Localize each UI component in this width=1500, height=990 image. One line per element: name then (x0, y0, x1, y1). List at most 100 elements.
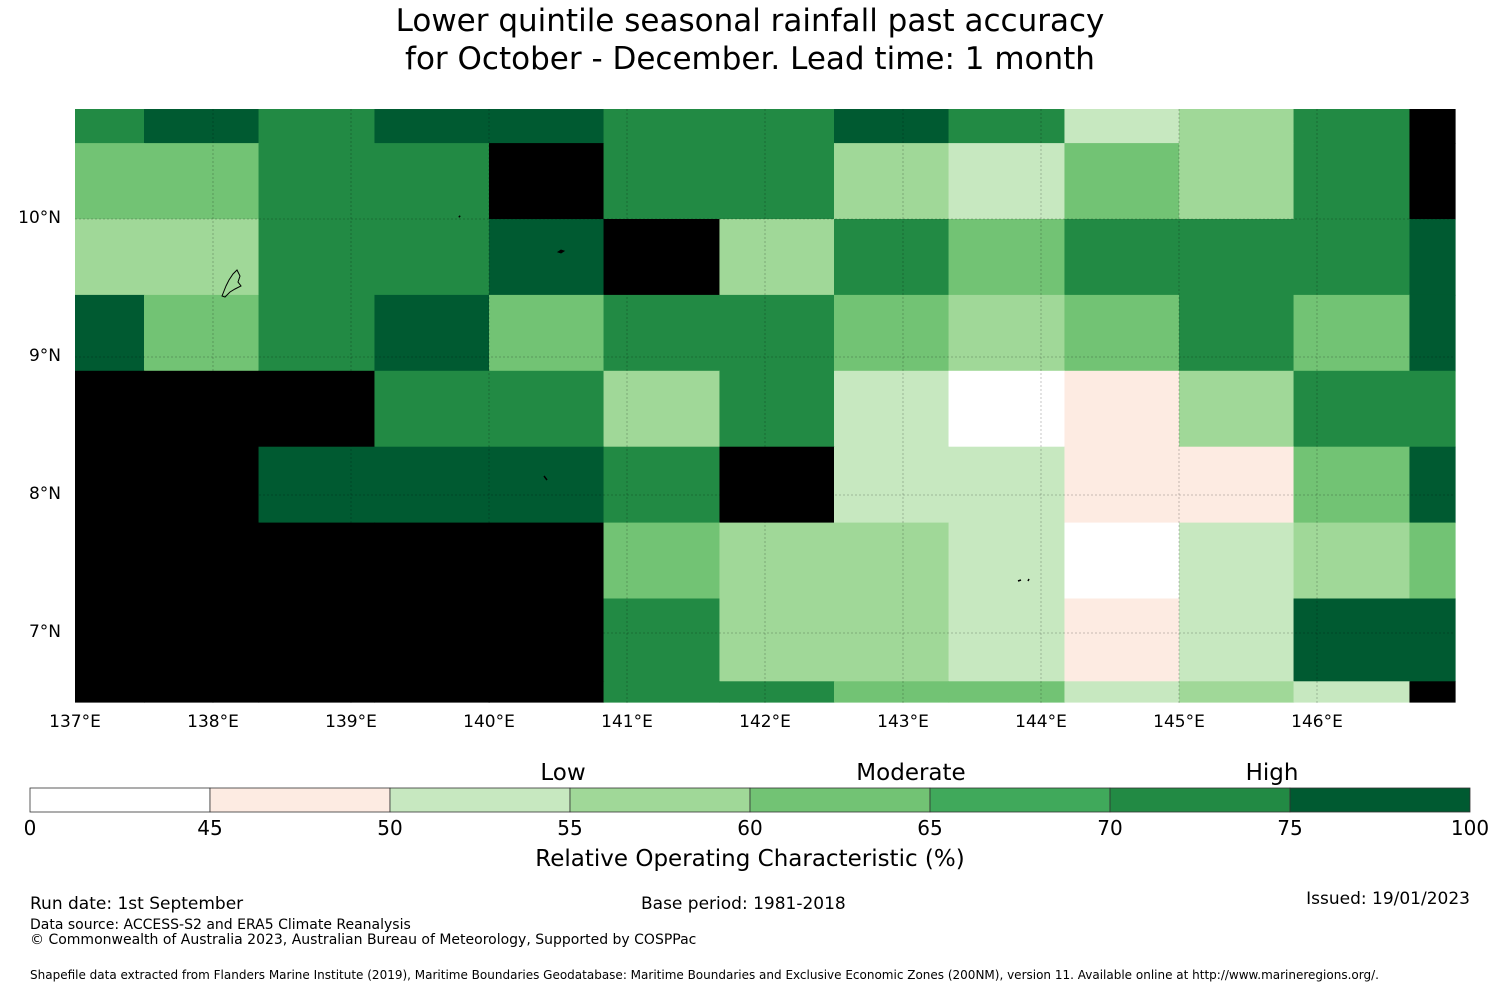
grid-cell (1293, 522, 1411, 600)
lat-label: 10°N (18, 208, 61, 228)
grid-cell (75, 681, 145, 703)
island-ifalik-a (1017, 579, 1022, 582)
grid-cell (1293, 294, 1411, 372)
grid-cell (489, 219, 605, 296)
grid-cell (948, 370, 1066, 448)
grid-cell (144, 522, 260, 600)
grid-cell (1064, 294, 1180, 372)
grid-cell (1409, 446, 1456, 524)
shapefile-credit: Shapefile data extracted from Flanders M… (30, 968, 1379, 982)
grid-cell (1064, 522, 1180, 600)
grid-cell (1293, 370, 1411, 448)
colorbar-tick-label: 45 (197, 816, 223, 840)
grid-cell (603, 446, 721, 524)
grid-cell (834, 681, 950, 703)
grid-cell (719, 370, 835, 448)
grid-cell (948, 219, 1066, 296)
grid-cell (834, 143, 950, 220)
colorbar-segment (389, 787, 571, 813)
lon-label: 138°E (187, 712, 239, 732)
grid-cell (1179, 446, 1295, 524)
lon-label: 141°E (601, 712, 653, 732)
lon-label: 137°E (49, 712, 101, 732)
grid-cell (75, 109, 145, 144)
grid-cell (1179, 219, 1295, 296)
category-low: Low (540, 760, 586, 786)
grid-cell (374, 143, 490, 220)
grid-cell (258, 681, 376, 703)
grid-cell (258, 143, 376, 220)
grid-cell (1293, 598, 1411, 682)
grid-cell (834, 522, 950, 600)
grid-cell (719, 143, 835, 220)
grid-cell (1179, 522, 1295, 600)
grid-cell (834, 446, 950, 524)
grid-cell (1409, 143, 1456, 220)
island-woleai (543, 475, 548, 481)
grid-cell (1293, 446, 1411, 524)
colorbar (29, 787, 1471, 813)
grid-cell (374, 522, 490, 600)
grid-cell (1064, 370, 1180, 448)
grid-cell (1409, 109, 1456, 144)
grid-cell (834, 598, 950, 682)
grid-cell (1293, 219, 1411, 296)
grid-cell (75, 219, 145, 296)
chart-title: Lower quintile seasonal rainfall past ac… (0, 2, 1500, 78)
grid-cell (948, 598, 1066, 682)
lon-label: 145°E (1153, 712, 1205, 732)
grid-cell (258, 446, 376, 524)
grid-cell (374, 109, 490, 144)
grid-cell (834, 294, 950, 372)
grid-cell (603, 109, 721, 144)
colorbar-tick-label: 65 (917, 816, 943, 840)
colorbar-tick-label: 50 (377, 816, 403, 840)
island-ngulu (458, 215, 461, 218)
colorbar-tick-label: 100 (1450, 816, 1490, 840)
grid-cell (603, 598, 721, 682)
grid-cell (258, 522, 376, 600)
colorbar-segment (1109, 787, 1291, 813)
grid-cell (144, 370, 260, 448)
colorbar-segment (749, 787, 931, 813)
colorbar-segment (1289, 787, 1471, 813)
grid-cell (948, 294, 1066, 372)
colorbar-tick-label: 55 (557, 816, 583, 840)
issued-date: Issued: 19/01/2023 (1306, 889, 1470, 909)
grid-cell (1064, 219, 1180, 296)
lat-label: 9°N (28, 346, 61, 366)
grid-cell (1179, 370, 1295, 448)
grid-cell (1293, 681, 1411, 703)
grid-cell (374, 294, 490, 372)
island-fais (556, 249, 566, 254)
grid-cell (144, 681, 260, 703)
grid-cell (1179, 294, 1295, 372)
grid-cell (489, 109, 605, 144)
grid-cell (258, 109, 376, 144)
grid-cell (489, 446, 605, 524)
grid-cell (1409, 681, 1456, 703)
colorbar-tick-label: 60 (737, 816, 763, 840)
grid-cell (258, 598, 376, 682)
island-outlines (221, 215, 1030, 582)
grid-cells (75, 109, 1456, 703)
lon-label: 143°E (877, 712, 929, 732)
category-moderate: Moderate (856, 760, 966, 786)
grid-cell (1409, 219, 1456, 296)
grid-cell (834, 219, 950, 296)
copyright: © Commonwealth of Australia 2023, Austra… (30, 932, 697, 948)
category-high: High (1245, 760, 1299, 786)
lon-label: 144°E (1015, 712, 1067, 732)
grid-cell (719, 446, 835, 524)
graticule (75, 109, 1455, 703)
grid-cell (374, 446, 490, 524)
lon-label: 139°E (325, 712, 377, 732)
run-date: Run date: 1st September (30, 894, 244, 914)
grid-cell (948, 446, 1066, 524)
lon-label: 146°E (1291, 712, 1343, 732)
grid-cell (1409, 370, 1456, 448)
colorbar-tick-label: 0 (23, 816, 37, 840)
colorbar-tick-label: 75 (1277, 816, 1303, 840)
grid-cell (1064, 143, 1180, 220)
